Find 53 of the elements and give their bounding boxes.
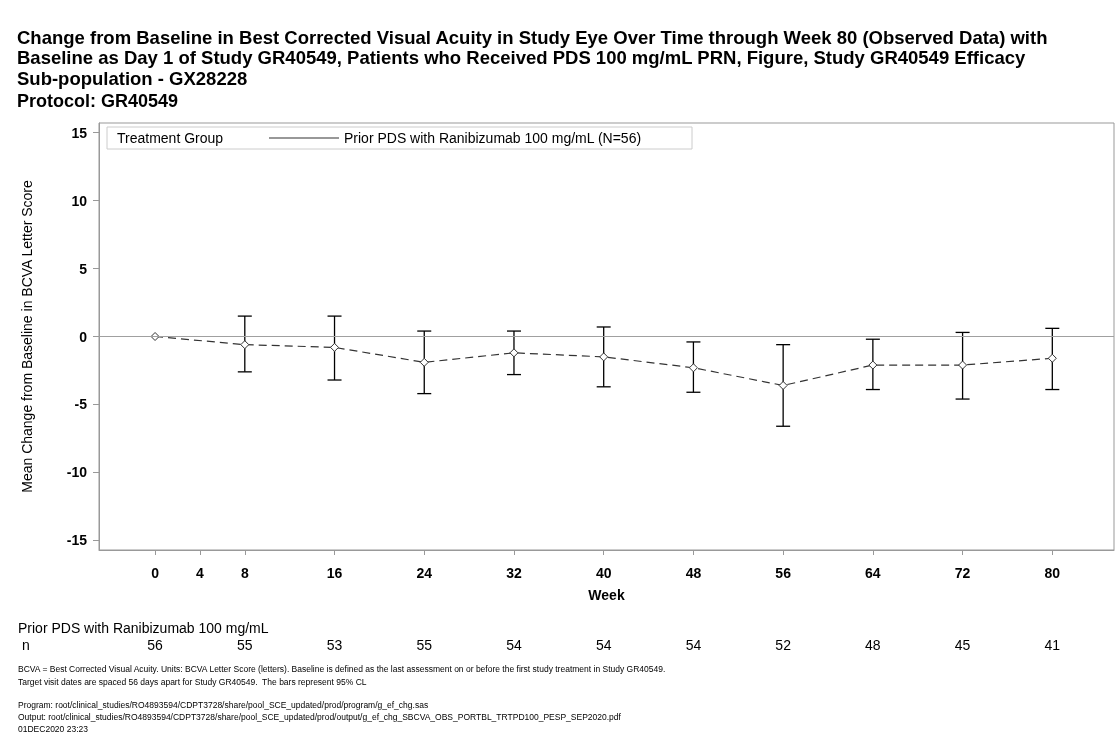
point: [330, 342, 340, 352]
point: [688, 363, 698, 373]
x-tick-label: 16: [326, 565, 343, 581]
text: 53: [326, 637, 343, 653]
legend-label: Prior PDS with Ranibizumab 100 mg/mL (N=56): [344, 130, 642, 146]
y-tick-label: 5: [79, 260, 88, 277]
y-tick-label: 0: [79, 328, 88, 345]
x-tick-label: 24: [416, 565, 433, 581]
text: 54: [685, 637, 702, 653]
text: Prior PDS with Ranibizumab 100 mg/mL: [18, 620, 269, 636]
y-tick-label: -5: [74, 396, 88, 413]
point: [778, 380, 788, 390]
point: [599, 352, 609, 362]
text: 41: [1044, 637, 1061, 653]
text: 54: [506, 637, 522, 653]
y-axis-title: Mean Change from Baseline in BCVA Letter Score: [19, 180, 35, 493]
x-tick-label: 4: [196, 565, 205, 581]
point: [419, 357, 429, 367]
x-tick-label: 40: [595, 565, 612, 581]
text: 55: [416, 637, 433, 653]
text: 48: [865, 637, 881, 653]
text: Output: root/clinical_studies/RO4893594/CDPT3728/share/pool_SCE_updated/prod/output/g_ef_chg_SBCVA_OBS_PORTBL_TRTPD100_PESP_SEP2020.pdf: [18, 711, 622, 722]
point: [958, 360, 968, 370]
x-tick-label: 72: [954, 565, 971, 581]
point: [868, 360, 878, 370]
point: [509, 348, 519, 358]
y-tick-label: 15: [71, 124, 88, 141]
y-tick-label: -15: [66, 532, 88, 549]
text: 56: [147, 637, 164, 653]
text: 52: [775, 637, 792, 653]
x-axis-title: Week: [588, 587, 625, 603]
x-tick-label: 56: [775, 565, 792, 581]
chart-title: Change from Baseline in Best Corrected Visual Acuity in Study Eye Over Time through Week 80 (Observed Data) with Baseline as Day 1 of Study GR40549, Patients who Received PDS 100 mg/mL PRN, Figure, Study GR40549 Efficacy Sub-population - GX28228: [17, 26, 1053, 89]
text: 54: [595, 637, 612, 653]
point: [1047, 353, 1057, 363]
text: 01DEC2020 23:23: [18, 723, 89, 734]
text: 55: [237, 637, 253, 653]
x-tick-label: 8: [240, 565, 249, 581]
x-tick-label: 48: [685, 565, 702, 581]
legend-title: Treatment Group: [117, 130, 224, 146]
x-tick-label: 80: [1044, 565, 1061, 581]
text: BCVA = Best Corrected Visual Acuity. Units: BCVA Letter Score (letters). Baseline is defined as the last assessment on or before the first study treatment in Study GR40549.: [18, 663, 666, 674]
text: n: [22, 637, 30, 653]
text: Target visit dates are spaced 56 days apart for Study GR40549. The bars represent 95% CL: [18, 676, 367, 687]
y-tick-label: -10: [66, 464, 88, 481]
y-tick-label: 10: [71, 192, 88, 209]
x-tick-label: 32: [506, 565, 522, 581]
x-tick-label: 0: [151, 565, 160, 581]
x-tick-label: 64: [865, 565, 881, 581]
chart-subtitle: Protocol: GR40549: [17, 91, 179, 111]
text: 45: [954, 637, 971, 653]
point: [240, 340, 250, 350]
text: Program: root/clinical_studies/RO4893594/CDPT3728/share/pool_SCE_updated/prod/program/g_ef_chg.sas: [18, 699, 429, 710]
